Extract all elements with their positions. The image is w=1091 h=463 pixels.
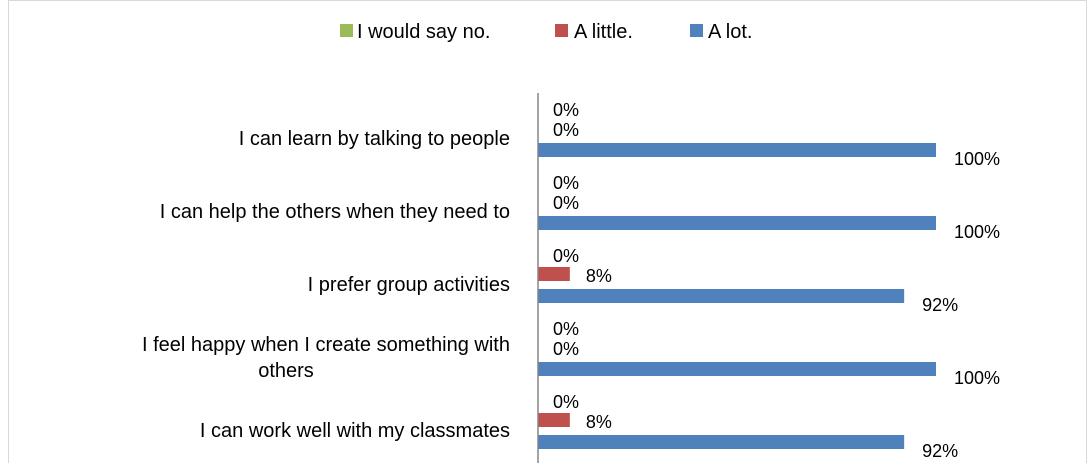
legend-label: A lot. — [708, 21, 752, 43]
legend-item: I would say no. — [340, 21, 490, 43]
legend-swatch — [340, 24, 353, 37]
data-label: 92% — [922, 441, 958, 461]
data-label: 0% — [553, 100, 579, 120]
legend-swatch — [690, 24, 703, 37]
bar — [538, 143, 936, 157]
legend-label: A little. — [574, 21, 633, 43]
data-label: 8% — [586, 412, 612, 432]
category-label: others — [258, 360, 314, 382]
data-label: 0% — [553, 120, 579, 140]
legend-label: I would say no. — [357, 21, 490, 43]
data-label: 0% — [553, 173, 579, 193]
category-label: I can work well with my classmates — [200, 420, 510, 442]
category-label: I can help the others when they need to — [160, 201, 510, 223]
bar — [538, 435, 905, 449]
chart-border — [8, 0, 1087, 463]
category-label: I prefer group activities — [308, 274, 510, 296]
data-label: 8% — [586, 266, 612, 286]
category-label: I can learn by talking to people — [239, 128, 510, 150]
data-label: 0% — [553, 339, 579, 359]
bar — [538, 362, 936, 376]
data-label: 0% — [553, 319, 579, 339]
data-label: 0% — [553, 246, 579, 266]
category-label: I feel happy when I create something wit… — [142, 334, 510, 356]
legend-item: A little. — [555, 21, 633, 43]
legend-item: A lot. — [690, 21, 752, 43]
bar — [538, 413, 570, 427]
bar — [538, 267, 570, 281]
data-label: 92% — [922, 295, 958, 315]
data-label: 100% — [954, 222, 1000, 242]
data-label: 0% — [553, 193, 579, 213]
data-label: 100% — [954, 149, 1000, 169]
plot-area: 0%0%100%0%0%100%0%8%92%0%0%100%0%8%92% — [538, 100, 1000, 461]
data-label: 100% — [954, 368, 1000, 388]
bar — [538, 289, 905, 303]
data-label: 0% — [553, 392, 579, 412]
legend-swatch — [555, 24, 568, 37]
bar — [538, 216, 936, 230]
legend: I would say no. A little. A lot. — [340, 21, 752, 43]
